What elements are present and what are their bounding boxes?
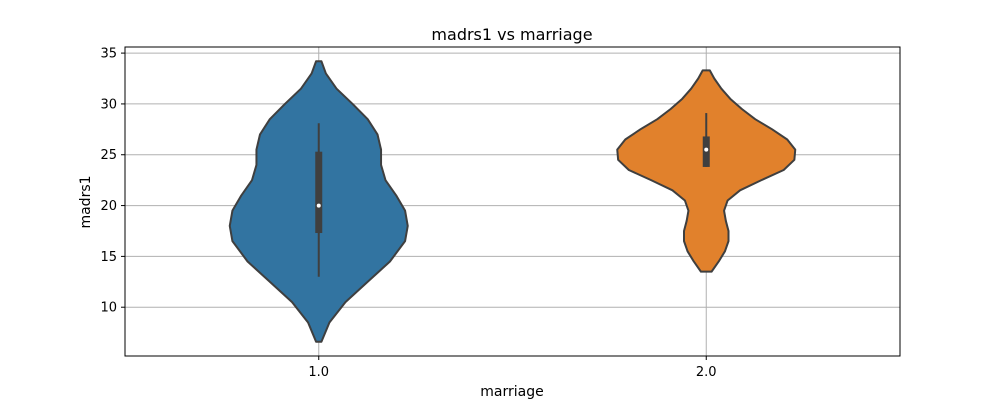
y-axis-label: madrs1 bbox=[78, 175, 94, 228]
violin-body bbox=[616, 69, 797, 273]
y-tick-label: 10 bbox=[100, 301, 117, 316]
chart-title: madrs1 vs marriage bbox=[431, 25, 592, 44]
axis-layer: 10 15 20 25 30 35 1.0 2.0 bbox=[100, 47, 716, 380]
x-tick-label: 2.0 bbox=[696, 365, 717, 380]
y-tick-label: 20 bbox=[100, 199, 117, 214]
violin-median-dot bbox=[316, 203, 321, 208]
x-tick-label: 1.0 bbox=[308, 365, 329, 380]
x-axis-label: marriage bbox=[480, 384, 543, 400]
violin-group-2.0 bbox=[616, 69, 797, 273]
violin-median-dot bbox=[704, 147, 709, 152]
violin-iqr-box bbox=[315, 151, 323, 234]
y-tick-label: 15 bbox=[100, 250, 117, 265]
violin-iqr-box bbox=[702, 136, 710, 167]
violin-group-1.0 bbox=[228, 60, 409, 343]
violin-layer bbox=[228, 60, 797, 343]
y-tick-label: 35 bbox=[100, 47, 117, 62]
y-tick-label: 30 bbox=[100, 97, 117, 112]
y-tick-label: 25 bbox=[100, 148, 117, 163]
plot-area-frame bbox=[124, 46, 901, 357]
